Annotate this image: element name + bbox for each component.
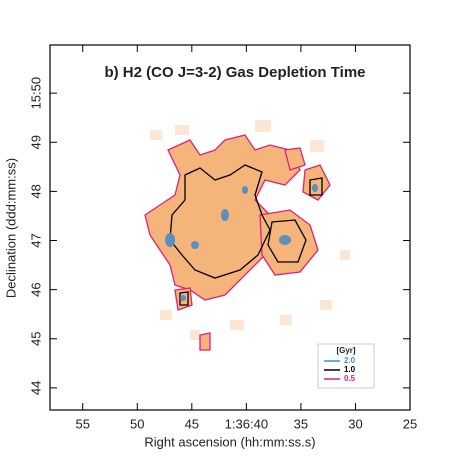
legend-label: 2.0: [344, 356, 356, 365]
legend-label: 0.5: [344, 374, 356, 383]
y-axis-label: Declination (ddd:mm:ss): [3, 158, 18, 298]
y-tick-label: 46: [28, 282, 43, 296]
x-tick-label: 25: [403, 416, 417, 431]
x-tick-label: 45: [185, 416, 199, 431]
chart-title: b) H2 (CO J=3-2) Gas Depletion Time: [104, 64, 365, 81]
legend-box: [317, 343, 375, 389]
x-axis-label: Right ascension (hh:mm:ss.s): [144, 434, 315, 449]
x-tick-label: 1:36:40: [225, 416, 268, 431]
y-tick-label: 45: [28, 332, 43, 346]
emission-map: [144, 120, 350, 351]
legend-title: [Gyr]: [336, 346, 355, 355]
y-tick-label: 48: [28, 184, 43, 198]
x-tick-label: 55: [75, 416, 89, 431]
y-tick-label: 15:50: [28, 77, 43, 110]
y-tick-label: 49: [28, 135, 43, 149]
x-tick-label: 50: [130, 416, 144, 431]
x-tick-label: 30: [348, 416, 362, 431]
x-tick-label: 35: [294, 416, 308, 431]
y-tick-label: 47: [28, 233, 43, 247]
legend-label: 1.0: [344, 365, 356, 374]
plot-frame: [49, 44, 411, 411]
y-tick-label: 44: [28, 381, 43, 395]
